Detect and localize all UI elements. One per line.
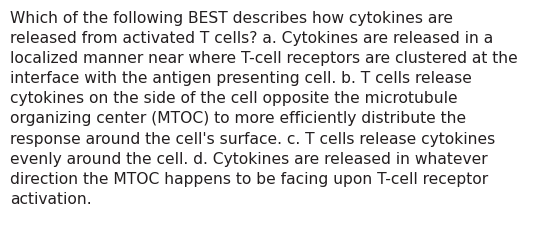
Text: Which of the following BEST describes how cytokines are
released from activated : Which of the following BEST describes ho…: [10, 11, 518, 206]
